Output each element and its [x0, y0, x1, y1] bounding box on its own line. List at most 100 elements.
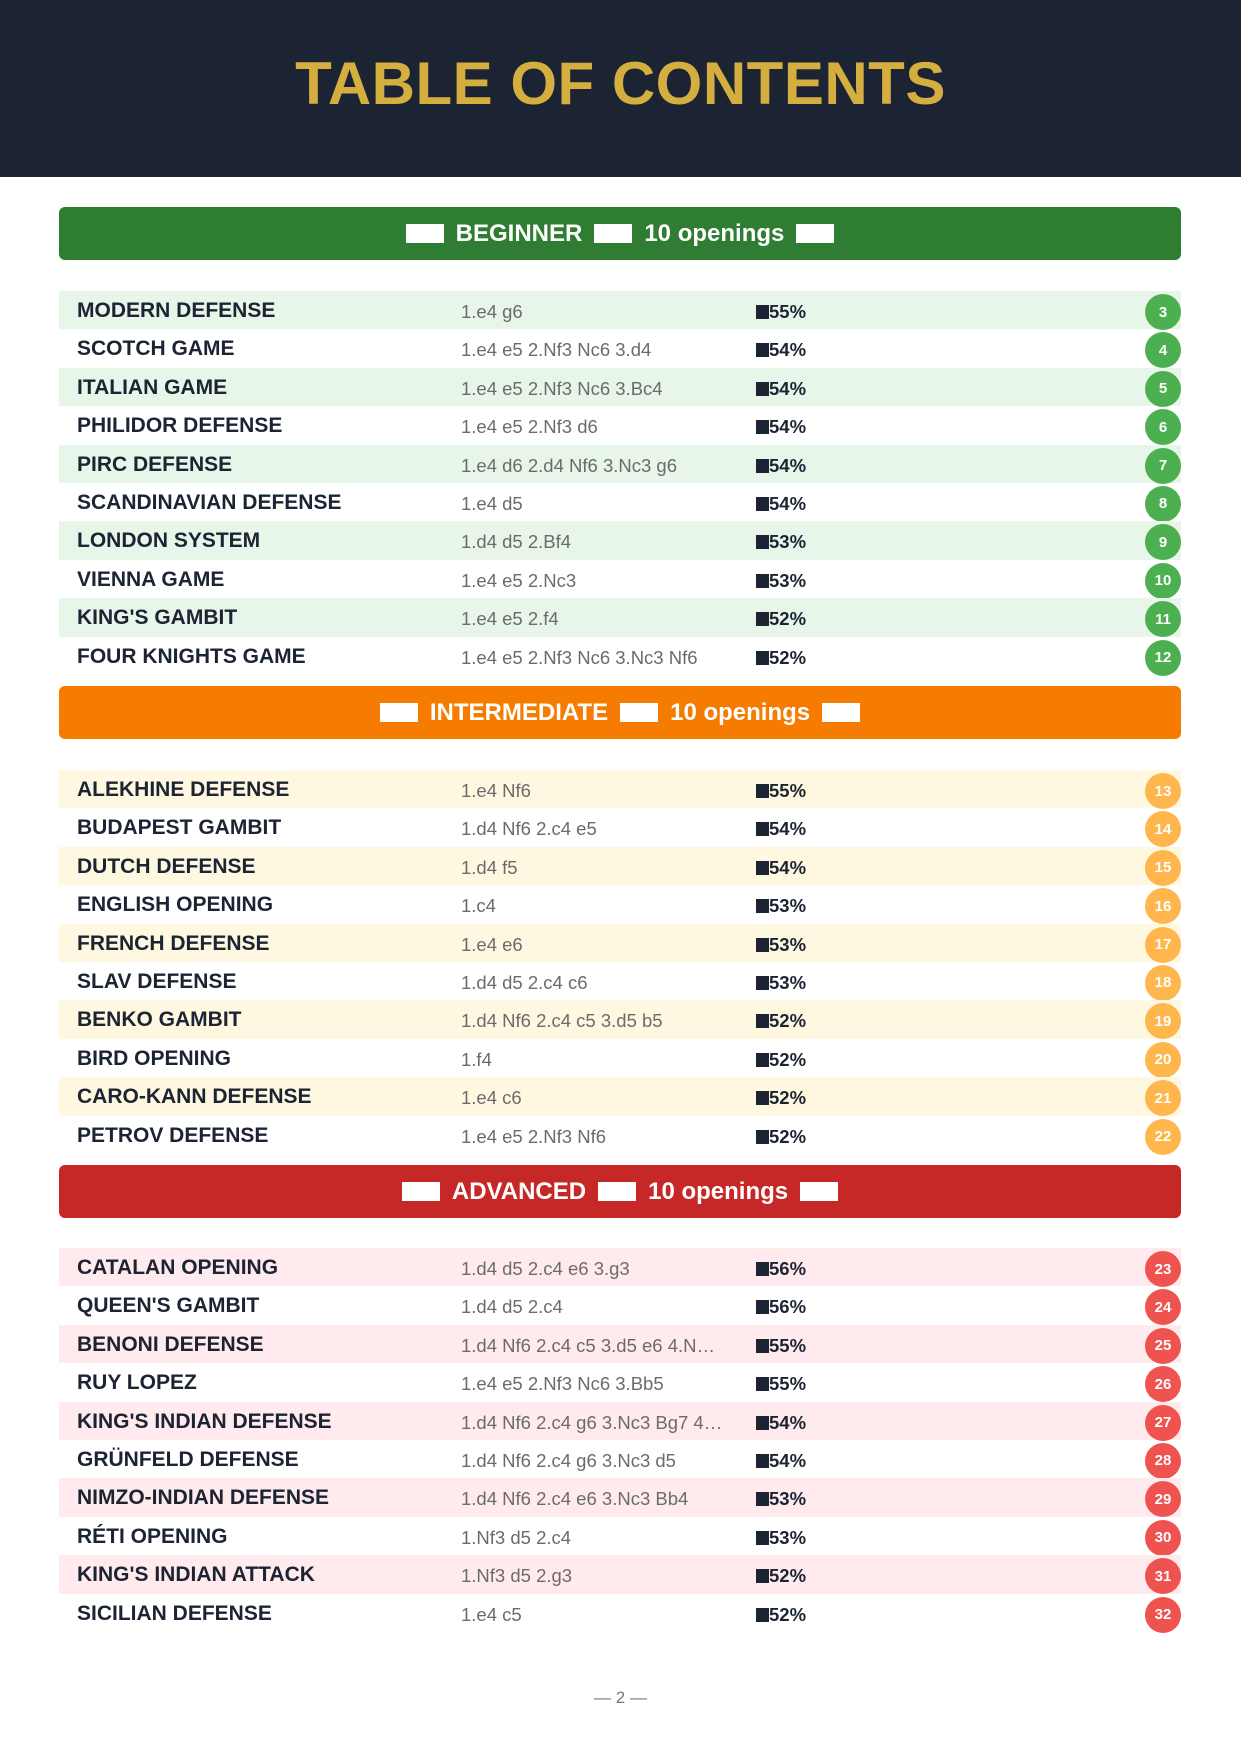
opening-name: SICILIAN DEFENSE — [77, 1601, 272, 1625]
page-number-badge[interactable]: 18 — [1145, 964, 1181, 1001]
square-icon — [756, 305, 769, 319]
toc-row[interactable]: BENKO GAMBIT 1.d4 Nf6 2.c4 c5 3.d5 b5 52% 1… — [59, 1000, 1181, 1040]
opening-moves: 1.Nf3 d5 2.g3 — [461, 1565, 573, 1587]
page-number-badge[interactable]: 27 — [1145, 1404, 1181, 1441]
page-number-badge[interactable]: 3 — [1145, 294, 1181, 330]
page-number-badge[interactable]: 6 — [1145, 409, 1181, 446]
opening-moves: 1.e4 e5 2.Nf3 Nc6 3.d4 — [461, 339, 652, 361]
page-number-badge[interactable]: 10 — [1145, 562, 1181, 599]
page-number-badge[interactable]: 8 — [1145, 485, 1181, 522]
page-number-badge[interactable]: 29 — [1145, 1481, 1181, 1518]
page-number-badge[interactable]: 16 — [1145, 888, 1181, 925]
opening-name: KING'S GAMBIT — [77, 606, 238, 630]
opening-moves: 1.e4 e6 — [461, 933, 523, 955]
page-number-badge[interactable]: 13 — [1145, 773, 1181, 809]
win-rate: 55% — [756, 1335, 806, 1357]
page-number-badge[interactable]: 28 — [1145, 1442, 1181, 1479]
toc-row[interactable]: ALEKHINE DEFENSE 1.e4 Nf6 55% 13 — [59, 770, 1181, 809]
toc-row[interactable]: KING'S INDIAN ATTACK 1.Nf3 d5 2.g3 52% 31 — [59, 1555, 1181, 1595]
toc-row[interactable]: MODERN DEFENSE 1.e4 g6 55% 3 — [59, 291, 1181, 330]
toc-row[interactable]: PIRC DEFENSE 1.e4 d6 2.d4 Nf6 3.Nc3 g6 54%… — [59, 444, 1181, 484]
toc-row[interactable]: VIENNA GAME 1.e4 e5 2.Nc3 53% 10 — [59, 560, 1181, 599]
opening-name: VIENNA GAME — [77, 567, 225, 591]
toc-row[interactable]: NIMZO-INDIAN DEFENSE 1.d4 Nf6 2.c4 e6 3.N… — [59, 1478, 1181, 1518]
page-number-badge[interactable]: 25 — [1145, 1327, 1181, 1364]
toc-row[interactable]: FRENCH DEFENSE 1.e4 e6 53% 17 — [59, 923, 1181, 963]
toc-row[interactable]: SCANDINAVIAN DEFENSE 1.e4 d5 54% 8 — [59, 483, 1181, 522]
toc-row[interactable]: PHILIDOR DEFENSE 1.e4 e5 2.Nf3 d6 54% 6 — [59, 406, 1181, 446]
toc-row[interactable]: BENONI DEFENSE 1.d4 Nf6 2.c4 c5 3.d5 e6 4… — [59, 1324, 1181, 1364]
opening-moves: 1.e4 d6 2.d4 Nf6 3.Nc3 g6 — [461, 454, 677, 476]
toc-row[interactable]: SLAV DEFENSE 1.d4 d5 2.c4 c6 53% 18 — [59, 962, 1181, 1001]
opening-name: BENKO GAMBIT — [77, 1008, 242, 1032]
win-rate-value: 53% — [769, 1526, 807, 1548]
page-number-badge[interactable]: 24 — [1145, 1289, 1181, 1326]
opening-moves: 1.d4 Nf6 2.c4 g6 3.Nc3 d5 — [461, 1449, 676, 1471]
toc-row[interactable]: DUTCH DEFENSE 1.d4 f5 54% 15 — [59, 846, 1181, 886]
win-rate: 54% — [756, 493, 806, 515]
page-number-badge[interactable]: 30 — [1145, 1519, 1181, 1556]
opening-moves: 1.d4 Nf6 2.c4 e5 — [461, 818, 597, 840]
page-number-badge[interactable]: 21 — [1145, 1080, 1181, 1117]
toc-row[interactable]: PETROV DEFENSE 1.e4 e5 2.Nf3 Nf6 52% 22 — [59, 1116, 1181, 1155]
page-number-badge[interactable]: 22 — [1145, 1118, 1181, 1155]
opening-name: SCANDINAVIAN DEFENSE — [77, 490, 342, 514]
opening-name: KING'S INDIAN DEFENSE — [77, 1409, 332, 1433]
opening-moves: 1.d4 d5 2.c4 c6 — [461, 971, 588, 993]
page-number-badge[interactable]: 11 — [1145, 601, 1181, 638]
section-header-advanced: ADVANCED 10 openings — [59, 1165, 1181, 1218]
toc-row[interactable]: RÉTI OPENING 1.Nf3 d5 2.c4 53% 30 — [59, 1517, 1181, 1556]
toc-row[interactable]: LONDON SYSTEM 1.d4 d5 2.Bf4 53% 9 — [59, 521, 1181, 561]
toc-row[interactable]: SCOTCH GAME 1.e4 e5 2.Nf3 Nc6 3.d4 54% 4 — [59, 329, 1181, 369]
page-number-badge[interactable]: 23 — [1145, 1251, 1181, 1287]
win-rate: 55% — [756, 780, 806, 802]
square-icon — [756, 822, 769, 837]
page-number-badge[interactable]: 7 — [1145, 447, 1181, 484]
toc-row[interactable]: FOUR KNIGHTS GAME 1.e4 e5 2.Nf3 Nc6 3.Nc3… — [59, 637, 1181, 676]
square-icon — [756, 420, 769, 435]
toc-row[interactable]: SICILIAN DEFENSE 1.e4 c5 52% 32 — [59, 1594, 1181, 1633]
page-number-badge[interactable]: 14 — [1145, 811, 1181, 848]
opening-name: CATALAN OPENING — [77, 1256, 279, 1279]
win-rate-value: 56% — [769, 1296, 807, 1318]
win-rate-value: 55% — [769, 301, 807, 322]
toc-row[interactable]: ITALIAN GAME 1.e4 e5 2.Nf3 Nc6 3.Bc4 54% 5 — [59, 367, 1181, 407]
page-number-badge[interactable]: 15 — [1145, 849, 1181, 886]
toc-row[interactable]: KING'S GAMBIT 1.e4 e5 2.f4 52% 11 — [59, 598, 1181, 638]
opening-moves: 1.e4 e5 2.Nf3 d6 — [461, 416, 598, 438]
page-number-badge[interactable]: 5 — [1145, 370, 1181, 407]
win-rate: 55% — [756, 301, 806, 323]
opening-name: ENGLISH OPENING — [77, 893, 274, 917]
toc-row[interactable]: KING'S INDIAN DEFENSE 1.d4 Nf6 2.c4 g6 3.… — [59, 1401, 1181, 1441]
page-number-badge[interactable]: 17 — [1145, 926, 1181, 963]
opening-moves: 1.d4 Nf6 2.c4 e6 3.Nc3 Bb4 — [461, 1488, 689, 1510]
page-number-badge[interactable]: 12 — [1145, 639, 1181, 676]
opening-moves: 1.e4 e5 2.f4 — [461, 608, 559, 630]
page-number-badge[interactable]: 20 — [1145, 1041, 1181, 1078]
win-rate-value: 55% — [769, 1334, 807, 1356]
page-number-badge[interactable]: 32 — [1145, 1596, 1181, 1633]
toc-row[interactable]: RUY LOPEZ 1.e4 e5 2.Nf3 Nc6 3.Bb5 55% 26 — [59, 1363, 1181, 1403]
opening-name: KING'S INDIAN ATTACK — [77, 1563, 315, 1587]
square-icon — [756, 1492, 769, 1507]
toc-row[interactable]: ENGLISH OPENING 1.c4 53% 16 — [59, 885, 1181, 925]
square-icon — [756, 1014, 769, 1029]
page-number-badge[interactable]: 26 — [1145, 1366, 1181, 1403]
square-icon — [756, 1052, 769, 1067]
square-icon — [756, 1569, 769, 1584]
page-number-badge[interactable]: 19 — [1145, 1003, 1181, 1040]
opening-name: QUEEN'S GAMBIT — [77, 1294, 260, 1318]
toc-row[interactable]: GRÜNFELD DEFENSE 1.d4 Nf6 2.c4 g6 3.Nc3 d… — [59, 1440, 1181, 1479]
page-number-badge[interactable]: 9 — [1145, 524, 1181, 561]
toc-row[interactable]: BIRD OPENING 1.f4 52% 20 — [59, 1039, 1181, 1078]
toc-row[interactable]: CATALAN OPENING 1.d4 d5 2.c4 e6 3.g3 56% 23 — [59, 1248, 1181, 1287]
toc-row[interactable]: BUDAPEST GAMBIT 1.d4 Nf6 2.c4 e5 54% 14 — [59, 808, 1181, 848]
block-glyph — [405, 224, 444, 243]
page-number-badge[interactable]: 4 — [1145, 332, 1181, 369]
square-icon — [756, 1453, 769, 1468]
win-rate: 53% — [756, 531, 806, 553]
toc-row[interactable]: QUEEN'S GAMBIT 1.d4 d5 2.c4 56% 24 — [59, 1286, 1181, 1326]
page-number-badge[interactable]: 31 — [1145, 1558, 1181, 1595]
opening-name: RUY LOPEZ — [77, 1371, 197, 1395]
toc-row[interactable]: CARO-KANN DEFENSE 1.e4 c6 52% 21 — [59, 1077, 1181, 1117]
